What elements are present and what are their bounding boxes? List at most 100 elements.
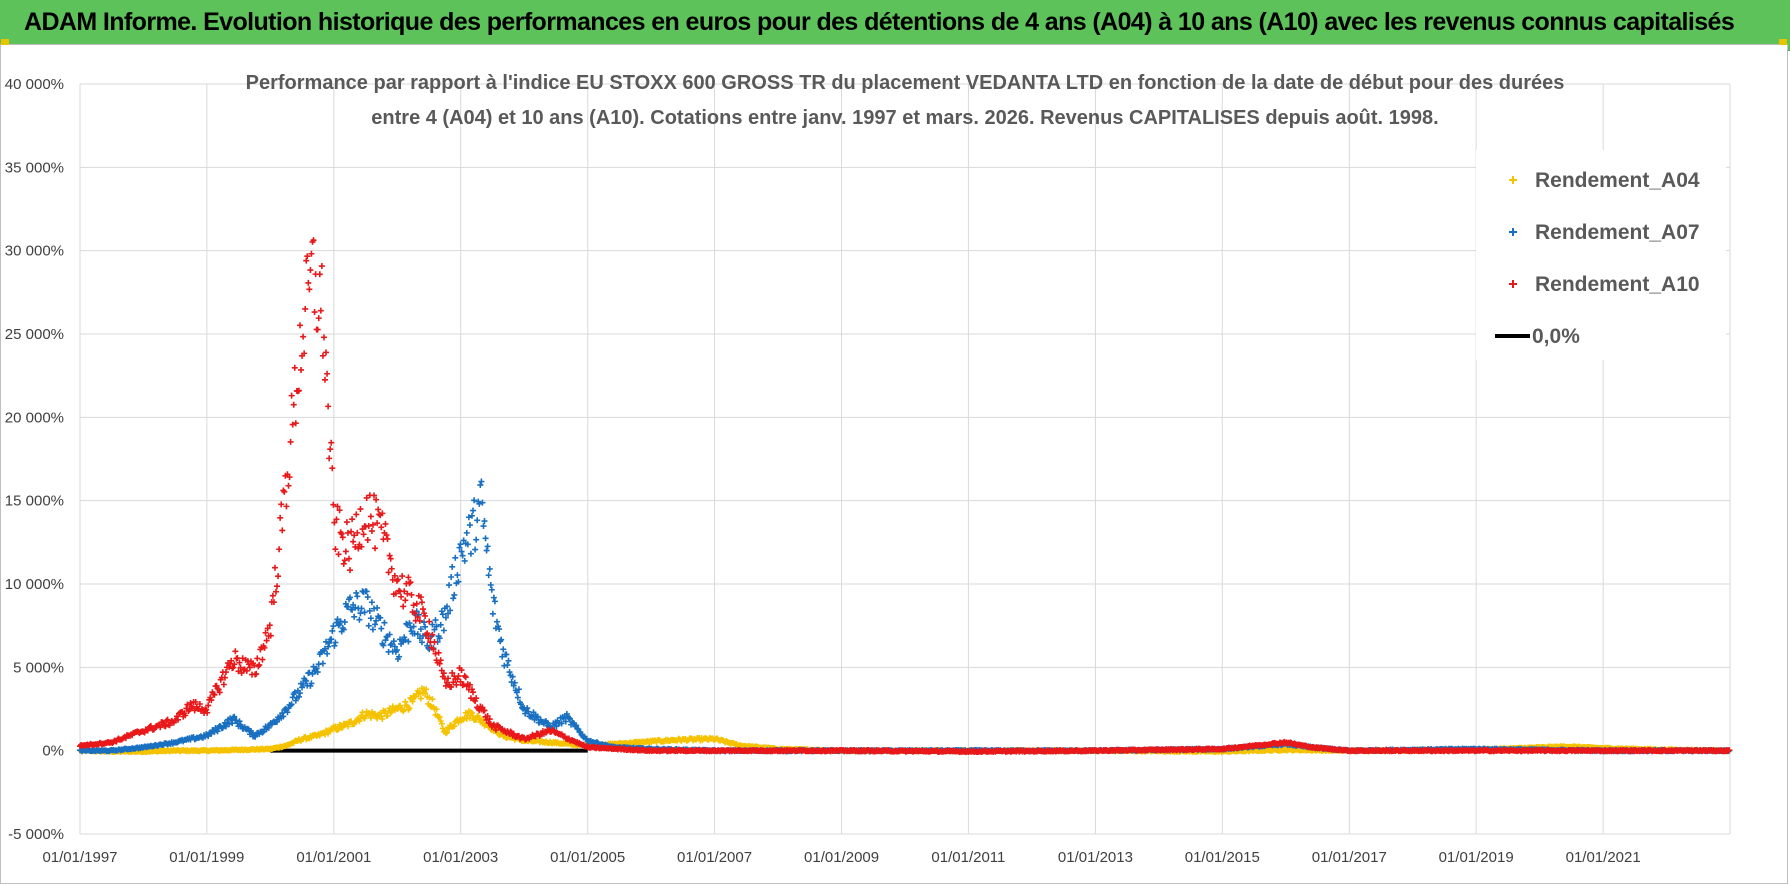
data-point	[342, 548, 349, 555]
data-point	[344, 529, 351, 536]
data-point	[307, 267, 314, 274]
legend-label: Rendement_A10	[1535, 273, 1700, 296]
data-point	[574, 725, 581, 732]
data-point	[451, 591, 458, 598]
data-point	[231, 713, 238, 720]
data-point	[417, 626, 424, 633]
data-point	[486, 716, 493, 723]
data-point	[398, 593, 405, 600]
data-point	[466, 522, 473, 529]
data-point	[191, 707, 198, 714]
data-point	[406, 580, 413, 587]
data-point	[339, 724, 346, 731]
data-point	[340, 560, 347, 567]
x-tick-label: 01/01/2009	[804, 849, 879, 866]
data-point	[429, 696, 436, 703]
data-point	[494, 618, 501, 625]
data-point	[402, 637, 409, 644]
data-point	[467, 695, 474, 702]
data-point	[357, 610, 364, 617]
grid-lines	[79, 83, 1731, 835]
y-tick-label: 10 000%	[5, 576, 64, 593]
legend-item: Rendement_A07	[1509, 221, 1700, 244]
data-point	[286, 474, 293, 481]
data-point	[379, 716, 386, 723]
data-point	[351, 613, 358, 620]
data-point	[214, 685, 221, 692]
data-point	[485, 572, 492, 579]
data-point	[374, 604, 381, 611]
data-point	[449, 563, 456, 570]
data-point	[296, 322, 303, 329]
x-tick-label: 01/01/2013	[1058, 849, 1133, 866]
data-point	[368, 599, 375, 606]
data-point	[329, 627, 336, 634]
data-point	[505, 657, 512, 664]
data-point	[353, 589, 360, 596]
data-point	[440, 670, 447, 677]
data-point	[480, 523, 487, 530]
data-point	[481, 518, 488, 525]
data-point	[457, 541, 464, 548]
data-point	[162, 723, 169, 730]
data-point	[331, 519, 338, 526]
x-tick-label: 01/01/2019	[1439, 849, 1514, 866]
x-tick-label: 01/01/2007	[677, 849, 752, 866]
data-point	[382, 520, 389, 527]
data-point	[332, 639, 339, 646]
data-point	[291, 364, 298, 371]
data-point	[287, 438, 294, 445]
data-point	[544, 719, 551, 726]
data-point	[328, 636, 335, 643]
data-point	[213, 727, 220, 734]
data-point	[298, 366, 305, 373]
data-point	[310, 237, 317, 244]
data-point	[397, 702, 404, 709]
data-point	[407, 579, 414, 586]
data-point	[429, 621, 436, 628]
data-point	[409, 698, 416, 705]
y-tick-label: 0%	[42, 743, 64, 760]
y-tick-label: 30 000%	[5, 243, 64, 260]
data-point	[459, 552, 466, 559]
data-point	[205, 733, 212, 740]
data-point	[328, 439, 335, 446]
data-point	[351, 532, 358, 539]
data-point	[216, 689, 223, 696]
data-point	[270, 599, 277, 606]
data-point	[513, 689, 520, 696]
series-rendement-a07	[77, 478, 1733, 755]
data-point	[361, 609, 368, 616]
data-point	[311, 309, 318, 316]
data-point	[418, 639, 425, 646]
data-point	[422, 623, 429, 630]
data-point	[305, 279, 312, 286]
data-point	[461, 672, 468, 679]
data-point	[455, 673, 462, 680]
y-tick-label: 25 000%	[5, 326, 64, 343]
data-point	[389, 576, 396, 583]
data-point	[453, 681, 460, 688]
data-point	[452, 554, 459, 561]
data-point	[318, 263, 325, 270]
data-point	[396, 653, 403, 660]
data-point	[310, 663, 317, 670]
data-point	[522, 710, 529, 717]
data-point	[422, 690, 429, 697]
data-point	[473, 716, 480, 723]
data-point	[405, 638, 412, 645]
data-point	[204, 709, 211, 716]
data-point	[300, 681, 307, 688]
data-point	[491, 598, 498, 605]
data-point	[448, 574, 455, 581]
data-point	[366, 607, 373, 614]
data-point	[348, 528, 355, 535]
data-point	[334, 616, 341, 623]
data-point	[365, 522, 372, 529]
data-point	[182, 712, 189, 719]
data-point	[295, 693, 302, 700]
data-point	[437, 657, 444, 664]
data-point	[454, 572, 461, 579]
data-point	[338, 530, 345, 537]
data-point	[374, 520, 381, 527]
